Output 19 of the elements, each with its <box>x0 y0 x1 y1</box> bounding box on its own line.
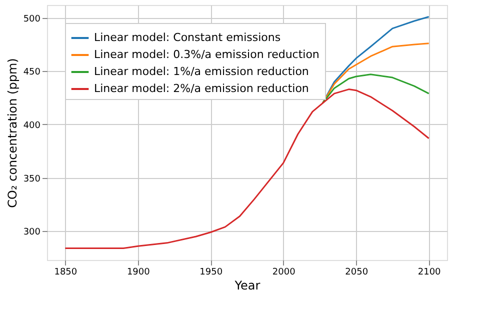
x-tick-label: 1950 <box>200 268 223 278</box>
legend-label: Linear model: Constant emissions <box>94 31 281 44</box>
line-series <box>322 74 430 104</box>
legend-label: Linear model: 0.3%/a emission reduction <box>94 48 320 61</box>
x-tick-label: 2000 <box>272 268 296 278</box>
x-tick-label: 2100 <box>418 268 442 278</box>
y-axis-title: CO₂ concentration (ppm) <box>5 58 20 208</box>
y-tick-label: 450 <box>23 68 41 78</box>
x-axis-title: Year <box>234 278 260 292</box>
y-tick-label: 300 <box>23 228 41 238</box>
legend-label: Linear model: 2%/a emission reduction <box>94 82 309 95</box>
legend-label: Linear model: 1%/a emission reduction <box>94 65 309 78</box>
x-tick-label: 2050 <box>345 268 368 278</box>
line-series <box>322 42 430 104</box>
x-tick-label: 1850 <box>54 268 78 278</box>
y-tick-label: 400 <box>23 121 41 131</box>
y-tick-label: 350 <box>23 174 41 184</box>
y-tick-label: 500 <box>23 14 41 24</box>
x-tick-label: 1900 <box>126 268 150 278</box>
